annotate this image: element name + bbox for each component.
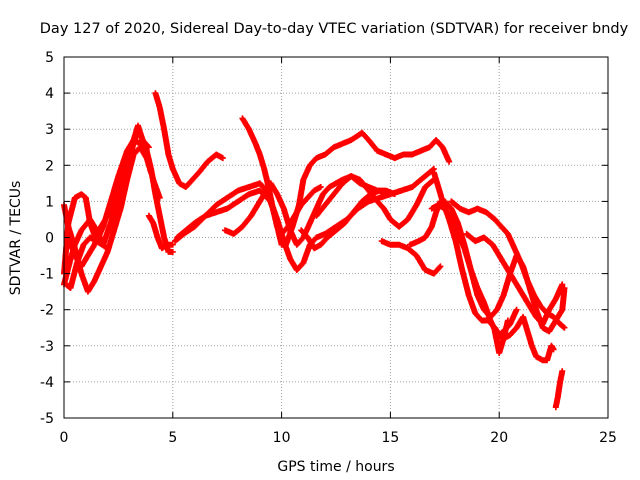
- x-axis-label: GPS time / hours: [277, 459, 394, 475]
- series-arc-20: [491, 317, 511, 356]
- series-arc-14: [378, 238, 444, 277]
- y-tick-label: 0: [45, 231, 54, 247]
- series-arc-19: [463, 230, 566, 328]
- x-tick-label: 10: [273, 430, 291, 446]
- series-arc-13: [313, 173, 437, 230]
- y-tick-label: 1: [45, 194, 54, 210]
- series-arc-18: [448, 198, 568, 331]
- x-tick-label: 15: [381, 430, 399, 446]
- y-tick-label: 5: [45, 50, 54, 66]
- series-marks: [298, 187, 390, 252]
- data-layer: [61, 90, 568, 411]
- y-tick-label: -5: [40, 411, 54, 427]
- series-marks: [552, 368, 566, 411]
- series-marks: [463, 230, 566, 328]
- series-arc-7: [145, 212, 176, 252]
- series-arc-6: [152, 90, 226, 190]
- x-tick-label: 5: [168, 430, 177, 446]
- y-tick-label: 2: [45, 158, 54, 174]
- y-tick-label: -4: [40, 375, 54, 391]
- series-arc-12: [298, 187, 390, 252]
- y-tick-label: 3: [45, 122, 54, 138]
- series-marks: [239, 115, 324, 237]
- y-tick-label: 4: [45, 86, 54, 102]
- series-marks: [448, 198, 568, 331]
- series-marks: [152, 90, 226, 190]
- x-tick-label: 20: [490, 430, 508, 446]
- series-arc-21: [552, 368, 566, 411]
- tick-label-layer: 0 5 10 15 20 25 -5 -4 -3 -2 -1 0 1 2 3 4 5: [40, 50, 617, 446]
- y-tick-label: -3: [40, 339, 54, 355]
- y-tick-label: -1: [40, 267, 54, 283]
- x-tick-label: 25: [599, 430, 617, 446]
- series-marks: [313, 173, 437, 230]
- tick-layer: [63, 56, 609, 419]
- series-marks: [378, 238, 444, 277]
- chart-title: Day 127 of 2020, Sidereal Day-to-day VTE…: [40, 21, 629, 37]
- x-tick-label: 0: [60, 430, 69, 446]
- series-marks: [145, 212, 176, 252]
- y-axis-label: SDTVAR / TECUs: [8, 181, 24, 296]
- y-tick-label: -2: [40, 303, 54, 319]
- series-marks: [491, 317, 511, 356]
- series-arc-11: [239, 115, 324, 237]
